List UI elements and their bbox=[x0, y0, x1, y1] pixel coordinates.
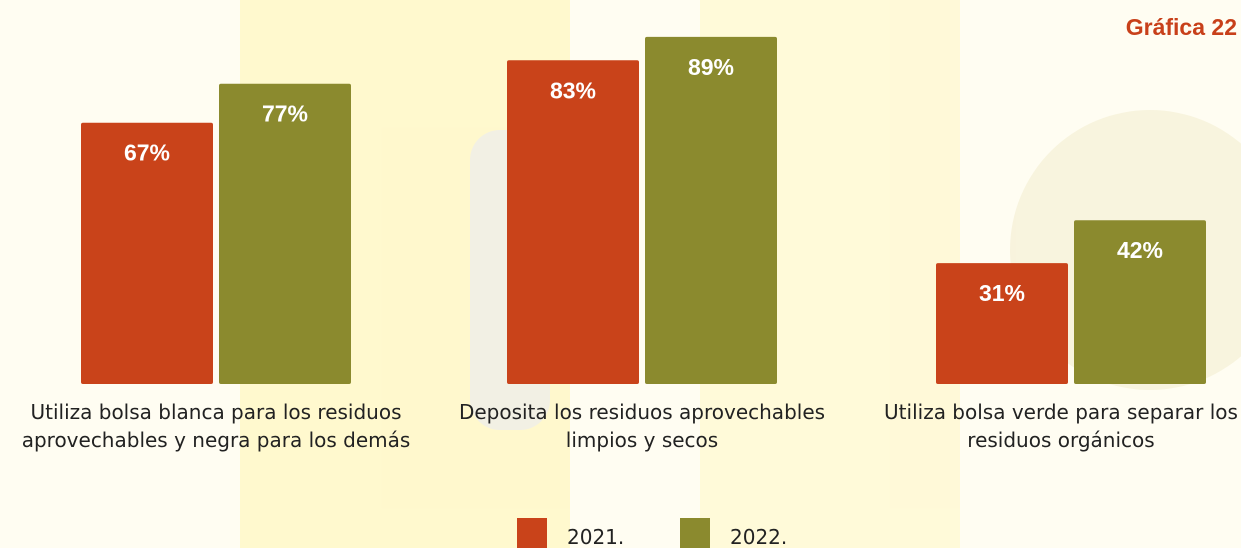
bar bbox=[1074, 220, 1206, 384]
bar bbox=[219, 83, 351, 384]
x-tick-label: Deposita los residuos aprovechables limp… bbox=[458, 400, 826, 452]
value-label: 42% bbox=[1117, 237, 1163, 263]
bar bbox=[81, 122, 213, 384]
x-tick-label: Utiliza bolsa verde para separar los res… bbox=[884, 400, 1238, 452]
value-label: 77% bbox=[262, 101, 308, 127]
chart-title: Gráfica 22 bbox=[1125, 14, 1237, 40]
legend-label: 2021. bbox=[567, 525, 624, 548]
x-tick-label: Utiliza bolsa blanca para los residuos a… bbox=[21, 400, 411, 452]
bar bbox=[645, 36, 777, 385]
bar bbox=[936, 263, 1068, 384]
legend-label: 2022. bbox=[730, 525, 787, 548]
value-label: 67% bbox=[124, 140, 170, 166]
value-label: 31% bbox=[979, 280, 1025, 306]
legend-swatch bbox=[517, 518, 547, 548]
value-label: 89% bbox=[688, 54, 734, 80]
bar bbox=[507, 60, 639, 385]
legend-swatch bbox=[680, 518, 710, 548]
value-label: 83% bbox=[550, 77, 596, 103]
